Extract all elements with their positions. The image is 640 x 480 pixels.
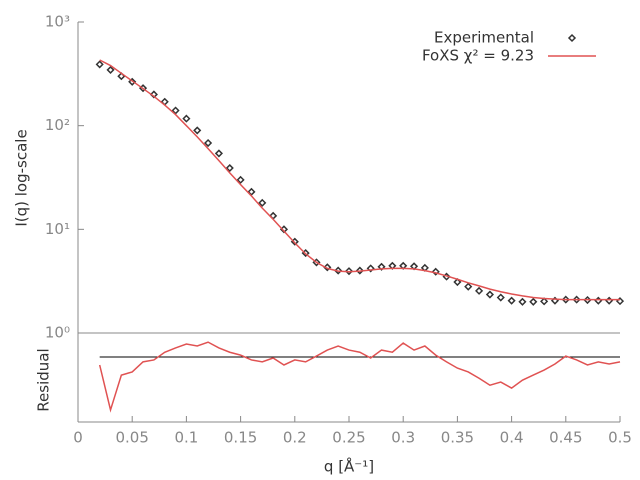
x-tick-label: 0.2 [283, 429, 307, 447]
data-point [247, 187, 256, 196]
data-point [485, 290, 494, 299]
legend-label: FoXS χ² = 9.23 [422, 47, 534, 65]
data-point [258, 198, 267, 207]
x-tick-label: 0.4 [500, 429, 524, 447]
data-point [572, 295, 581, 304]
data-point [149, 90, 158, 99]
data-point [594, 296, 603, 305]
data-point [464, 282, 473, 291]
x-tick-label: 0 [73, 429, 83, 447]
data-point [518, 297, 527, 306]
data-point [236, 175, 245, 184]
data-point [377, 262, 386, 271]
y-tick-label: 10³ [45, 13, 70, 31]
x-tick-label: 0.1 [174, 429, 198, 447]
data-point [225, 163, 234, 173]
x-tick-label: 0.05 [115, 429, 148, 447]
y-tick-label: 10⁰ [45, 324, 70, 342]
data-point [561, 295, 570, 304]
x-tick-label: 0.3 [391, 429, 415, 447]
x-tick-label: 0.35 [441, 429, 474, 447]
y-tick-label: 10² [45, 116, 70, 134]
data-point [529, 297, 538, 306]
data-point [323, 263, 332, 272]
y-axis-label: I(q) log-scale [13, 129, 31, 226]
data-point [453, 278, 462, 287]
data-point [214, 149, 223, 158]
data-point [182, 114, 191, 123]
data-point [605, 296, 614, 305]
data-point [106, 65, 115, 74]
data-point [95, 60, 104, 69]
data-line [99, 59, 620, 301]
data-point [171, 106, 180, 115]
data-point [507, 296, 516, 305]
x-tick-label: 0.15 [224, 429, 257, 447]
data-point [366, 264, 375, 273]
residual-label: Residual [35, 348, 53, 411]
x-tick-label: 0.45 [549, 429, 582, 447]
data-point [193, 126, 202, 135]
legend-marker [567, 33, 577, 43]
data-point [128, 77, 137, 86]
data-point [540, 297, 549, 306]
legend-label: Experimental [434, 29, 534, 47]
data-point [204, 138, 213, 148]
y-tick-label: 10¹ [45, 220, 70, 238]
x-axis-label: q [Å⁻¹] [324, 457, 374, 476]
x-tick-label: 0.5 [608, 429, 632, 447]
x-tick-label: 0.25 [332, 429, 365, 447]
data-line [98, 341, 621, 413]
data-point [355, 266, 364, 275]
data-point [344, 267, 354, 276]
data-point [334, 266, 343, 275]
data-point [496, 293, 505, 302]
data-point [475, 286, 484, 295]
data-point [431, 267, 440, 276]
